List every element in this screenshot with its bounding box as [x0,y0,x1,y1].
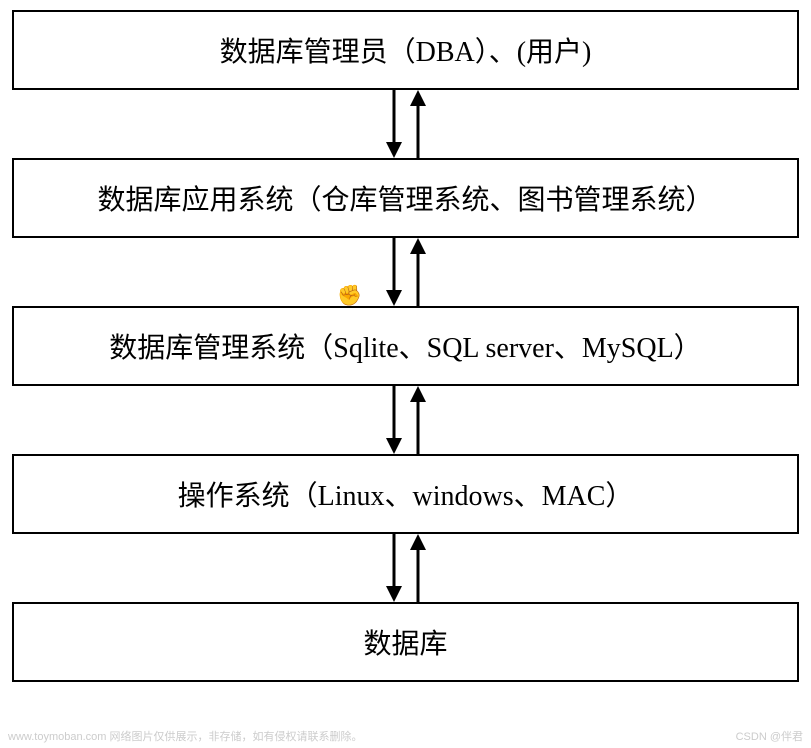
node-os-label: 操作系统（Linux、windows、MAC） [178,474,634,514]
node-app: 数据库应用系统（仓库管理系统、图书管理系统） [12,158,799,238]
connector-1 [356,238,456,306]
node-db-label: 数据库 [363,622,447,662]
connector-3 [356,534,456,602]
node-dbms: 数据库管理系统（Sqlite、SQL server、MySQL） [12,306,799,386]
node-dbms-label: 数据库管理系统（Sqlite、SQL server、MySQL） [109,326,701,366]
node-app-label: 数据库应用系统（仓库管理系统、图书管理系统） [97,178,713,218]
bidirectional-arrow-icon [356,238,456,306]
node-dba-label: 数据库管理员（DBA）、(用户) [220,30,592,70]
bidirectional-arrow-icon [356,534,456,602]
connector-2 [356,386,456,454]
node-dba: 数据库管理员（DBA）、(用户) [12,10,799,90]
node-os: 操作系统（Linux、windows、MAC） [12,454,799,534]
node-db: 数据库 [12,602,799,682]
bidirectional-arrow-icon [356,386,456,454]
watermark-right: CSDN @伴君 [736,728,803,744]
flowchart-container: 数据库管理员（DBA）、(用户) 数据库应用系统（仓库管理系统、图书管理系统） … [12,10,799,682]
bidirectional-arrow-icon [356,90,456,158]
watermark-left: www.toymoban.com 网络图片仅供展示，非存储，如有侵权请联系删除。 [8,728,362,744]
connector-0 [356,90,456,158]
